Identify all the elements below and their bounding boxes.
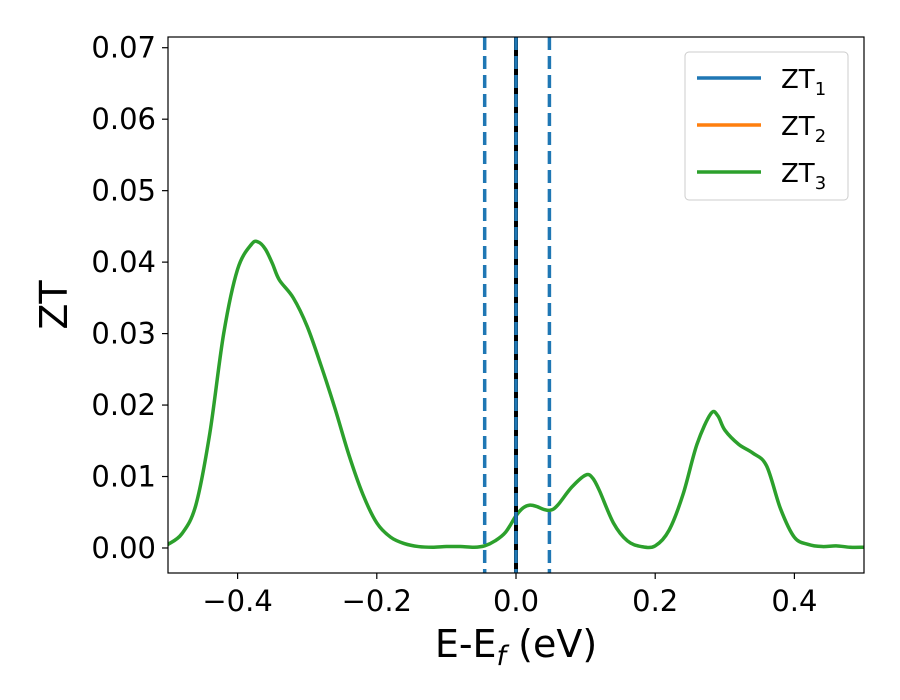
y-tick-label: 0.07 <box>91 31 156 65</box>
y-tick-label: 0.04 <box>91 245 156 279</box>
y-axis-title: ZT <box>32 280 76 330</box>
vertical-markers <box>482 37 552 573</box>
x-tick-label: 0.2 <box>632 584 678 618</box>
y-axis-ticks: 0.00 0.01 0.02 0.03 0.04 0.05 0.06 0.07 <box>91 31 168 565</box>
x-tick-label: 0.0 <box>493 584 539 618</box>
y-tick-label: 0.03 <box>91 317 156 351</box>
series-line-zt3 <box>168 239 864 550</box>
legend-label-zt3: ZT3 <box>781 159 826 194</box>
y-tick-label: 0.00 <box>91 531 156 565</box>
legend-label-zt2: ZT2 <box>781 112 826 147</box>
legend-box <box>684 51 849 201</box>
y-tick-label: 0.05 <box>91 174 156 208</box>
x-axis-ticks: −0.4 −0.2 0.0 0.2 0.4 <box>202 573 817 618</box>
x-tick-label: −0.4 <box>202 584 272 618</box>
x-tick-label: 0.4 <box>771 584 817 618</box>
plot-area <box>168 239 864 550</box>
legend: ZT1 ZT2 ZT3 <box>684 51 849 201</box>
y-tick-label: 0.01 <box>91 460 156 494</box>
x-axis-title: E-Ef (eV) <box>435 622 597 672</box>
y-tick-label: 0.06 <box>91 102 156 136</box>
legend-label-zt1: ZT1 <box>781 65 826 100</box>
y-tick-label: 0.02 <box>91 388 156 422</box>
x-tick-label: −0.2 <box>342 584 412 618</box>
